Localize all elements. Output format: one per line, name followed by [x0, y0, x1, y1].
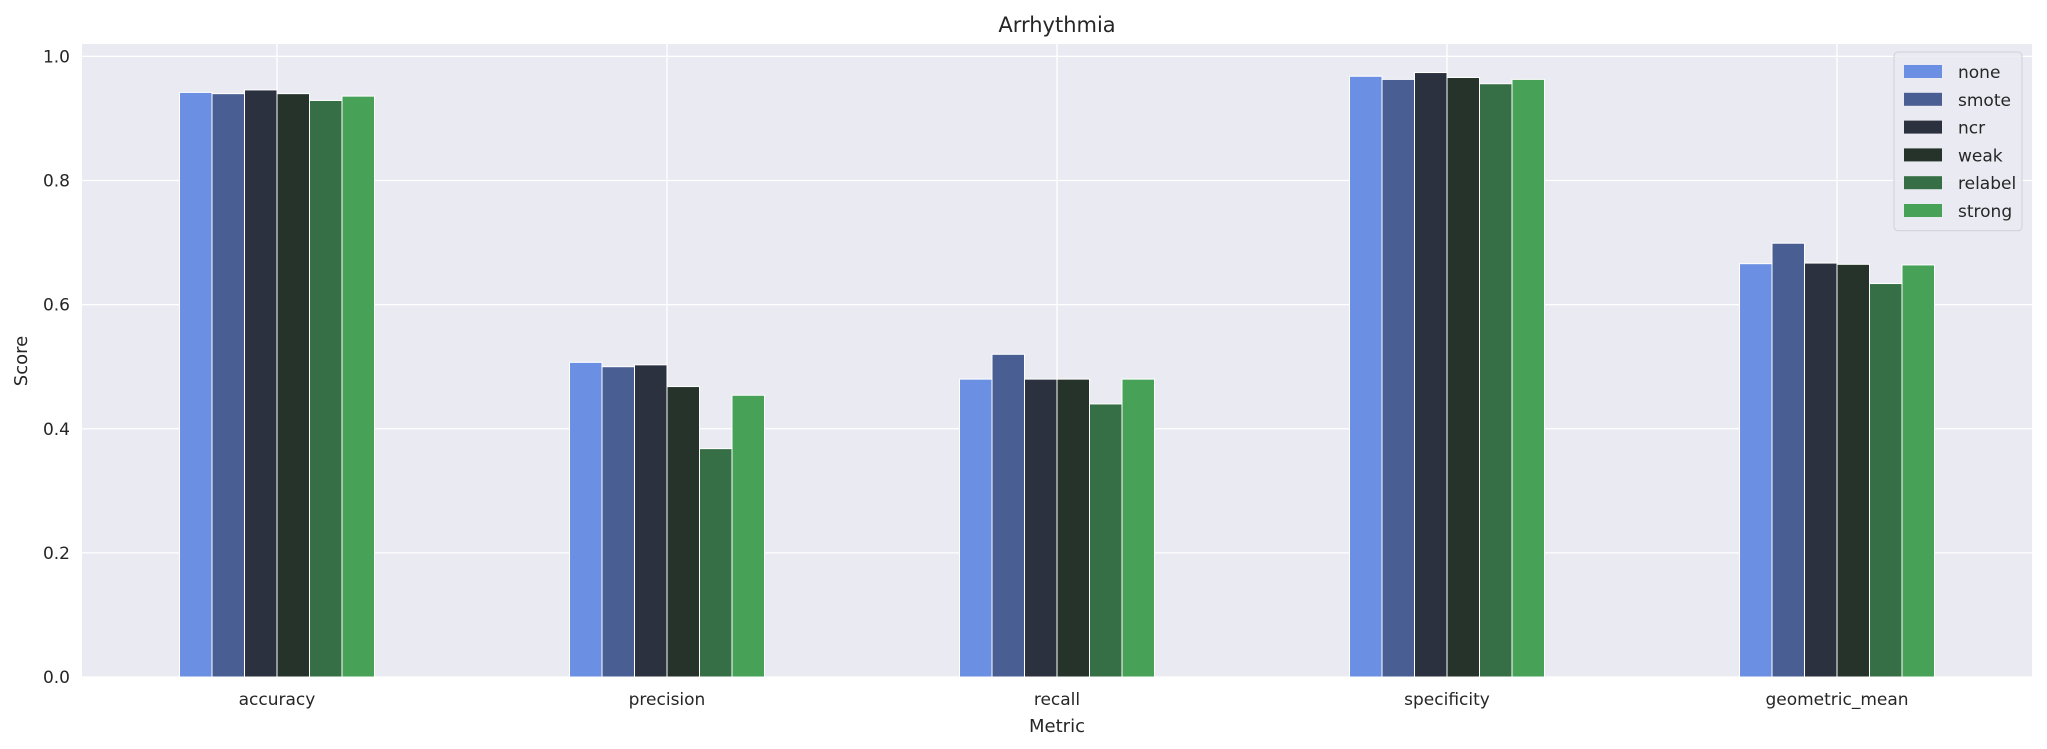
- y-tick-label: 0.2: [43, 544, 70, 564]
- bar-strong-geometric_mean: [1901, 264, 1935, 678]
- bar-ncr-specificity: [1414, 72, 1448, 678]
- bar-none-specificity: [1349, 75, 1383, 678]
- legend: none smote ncr weak relabel strong: [1893, 51, 2023, 232]
- bar-ncr-geometric_mean: [1804, 262, 1838, 678]
- x-tick-label: accuracy: [239, 690, 316, 710]
- legend-swatch-strong: [1904, 204, 1942, 217]
- x-tick-label: geometric_mean: [1765, 690, 1908, 710]
- bar-weak-precision: [666, 386, 700, 678]
- bar-strong-specificity: [1511, 78, 1545, 678]
- bar-relabel-geometric_mean: [1869, 283, 1903, 678]
- bar-ncr-recall: [1024, 378, 1058, 678]
- x-tick-label: precision: [629, 690, 706, 710]
- legend-label-strong: strong: [1958, 202, 2012, 222]
- legend-label-none: none: [1958, 63, 2000, 83]
- bar-weak-geometric_mean: [1836, 263, 1870, 678]
- bar-relabel-precision: [699, 448, 733, 678]
- bar-smote-geometric_mean: [1771, 242, 1805, 678]
- legend-swatch-none: [1904, 65, 1942, 78]
- bar-relabel-specificity: [1479, 83, 1513, 678]
- legend-swatch-relabel: [1904, 176, 1942, 190]
- bar-weak-specificity: [1446, 77, 1480, 678]
- bar-none-geometric_mean: [1739, 263, 1773, 678]
- y-tick-label: 1.0: [43, 47, 70, 67]
- y-tick-label: 0.0: [43, 668, 70, 688]
- bar-strong-precision: [731, 394, 765, 678]
- bar-smote-precision: [601, 366, 635, 678]
- y-tick-label: 0.4: [43, 420, 70, 440]
- x-tick-label: recall: [1034, 690, 1080, 710]
- plot-area: 0.0 0.2 0.4 0.6 0.8 1.0 accuracy precision recal…: [43, 44, 2032, 710]
- bar-none-precision: [569, 361, 603, 678]
- legend-swatch-ncr: [1904, 120, 1942, 134]
- legend-label-relabel: relabel: [1958, 174, 2016, 194]
- x-axis-label: Metric: [1029, 716, 1085, 737]
- legend-label-ncr: ncr: [1958, 119, 1985, 139]
- chart-title: Arrhythmia: [998, 13, 1115, 37]
- legend-label-smote: smote: [1958, 91, 2011, 111]
- bar-smote-accuracy: [211, 93, 245, 678]
- x-tick-label: specificity: [1404, 690, 1490, 710]
- bar-relabel-accuracy: [309, 99, 343, 678]
- bar-smote-specificity: [1381, 78, 1415, 678]
- bar-weak-accuracy: [276, 93, 310, 678]
- bar-weak-recall: [1056, 378, 1090, 678]
- bar-none-recall: [959, 378, 993, 678]
- legend-swatch-weak: [1904, 148, 1942, 162]
- bar-relabel-recall: [1089, 403, 1123, 678]
- bar-strong-recall: [1121, 378, 1155, 678]
- y-tick-label: 0.8: [43, 172, 70, 192]
- legend-label-weak: weak: [1958, 146, 2003, 166]
- bar-strong-accuracy: [341, 95, 375, 678]
- bar-ncr-precision: [634, 364, 668, 678]
- y-tick-label: 0.6: [43, 296, 70, 316]
- y-axis-label: Score: [11, 336, 32, 386]
- bar-ncr-accuracy: [244, 89, 278, 678]
- legend-swatch-smote: [1904, 92, 1942, 106]
- bar-none-accuracy: [179, 91, 213, 678]
- bar-smote-recall: [991, 353, 1025, 678]
